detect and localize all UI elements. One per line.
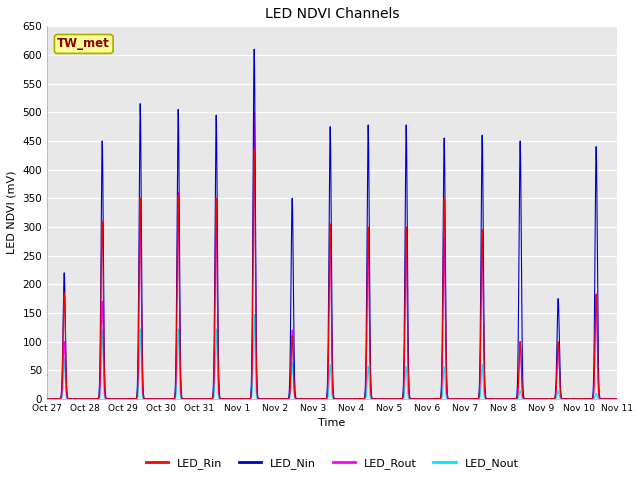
LED_Rout xyxy=(250,109,258,115)
LED_Rin xyxy=(407,396,415,402)
Text: TW_met: TW_met xyxy=(58,37,110,50)
LED_Rin xyxy=(44,396,51,402)
LED_Rout xyxy=(73,396,81,402)
LED_Nin xyxy=(73,396,81,402)
LED_Nout xyxy=(407,396,415,402)
LED_Rout xyxy=(509,396,517,402)
LED_Rin xyxy=(73,396,81,402)
LED_Rout xyxy=(44,396,51,402)
Y-axis label: LED NDVI (mV): LED NDVI (mV) xyxy=(7,171,17,254)
LED_Rout xyxy=(501,396,509,402)
X-axis label: Time: Time xyxy=(319,418,346,428)
LED_Nin xyxy=(613,396,621,402)
LED_Nin xyxy=(407,396,415,402)
LED_Nout xyxy=(472,396,479,402)
LED_Nin xyxy=(501,396,509,402)
Legend: LED_Rin, LED_Nin, LED_Rout, LED_Nout: LED_Rin, LED_Nin, LED_Rout, LED_Nout xyxy=(141,453,523,473)
LED_Nin xyxy=(487,396,495,402)
LED_Nin xyxy=(44,396,51,402)
LED_Nout xyxy=(250,312,258,317)
LED_Nin xyxy=(472,396,479,402)
Line: LED_Nin: LED_Nin xyxy=(47,49,617,399)
LED_Rin xyxy=(250,147,258,153)
Line: LED_Rout: LED_Rout xyxy=(47,112,617,399)
LED_Nout xyxy=(44,396,51,402)
LED_Rout xyxy=(472,396,479,402)
LED_Rin xyxy=(509,396,517,402)
LED_Rout xyxy=(613,396,621,402)
Title: LED NDVI Channels: LED NDVI Channels xyxy=(265,7,399,21)
LED_Nout xyxy=(509,396,517,402)
LED_Nout xyxy=(487,396,495,402)
LED_Rin xyxy=(487,396,495,402)
LED_Rin xyxy=(613,396,621,402)
LED_Nin xyxy=(509,396,517,402)
LED_Nin xyxy=(250,47,258,52)
LED_Rin xyxy=(501,396,509,402)
LED_Nout xyxy=(613,396,621,402)
LED_Nout xyxy=(501,396,509,402)
Line: LED_Nout: LED_Nout xyxy=(47,314,617,399)
LED_Nout xyxy=(73,396,81,402)
LED_Rout xyxy=(407,396,415,402)
LED_Rout xyxy=(487,396,495,402)
Line: LED_Rin: LED_Rin xyxy=(47,150,617,399)
LED_Rin xyxy=(472,396,479,402)
